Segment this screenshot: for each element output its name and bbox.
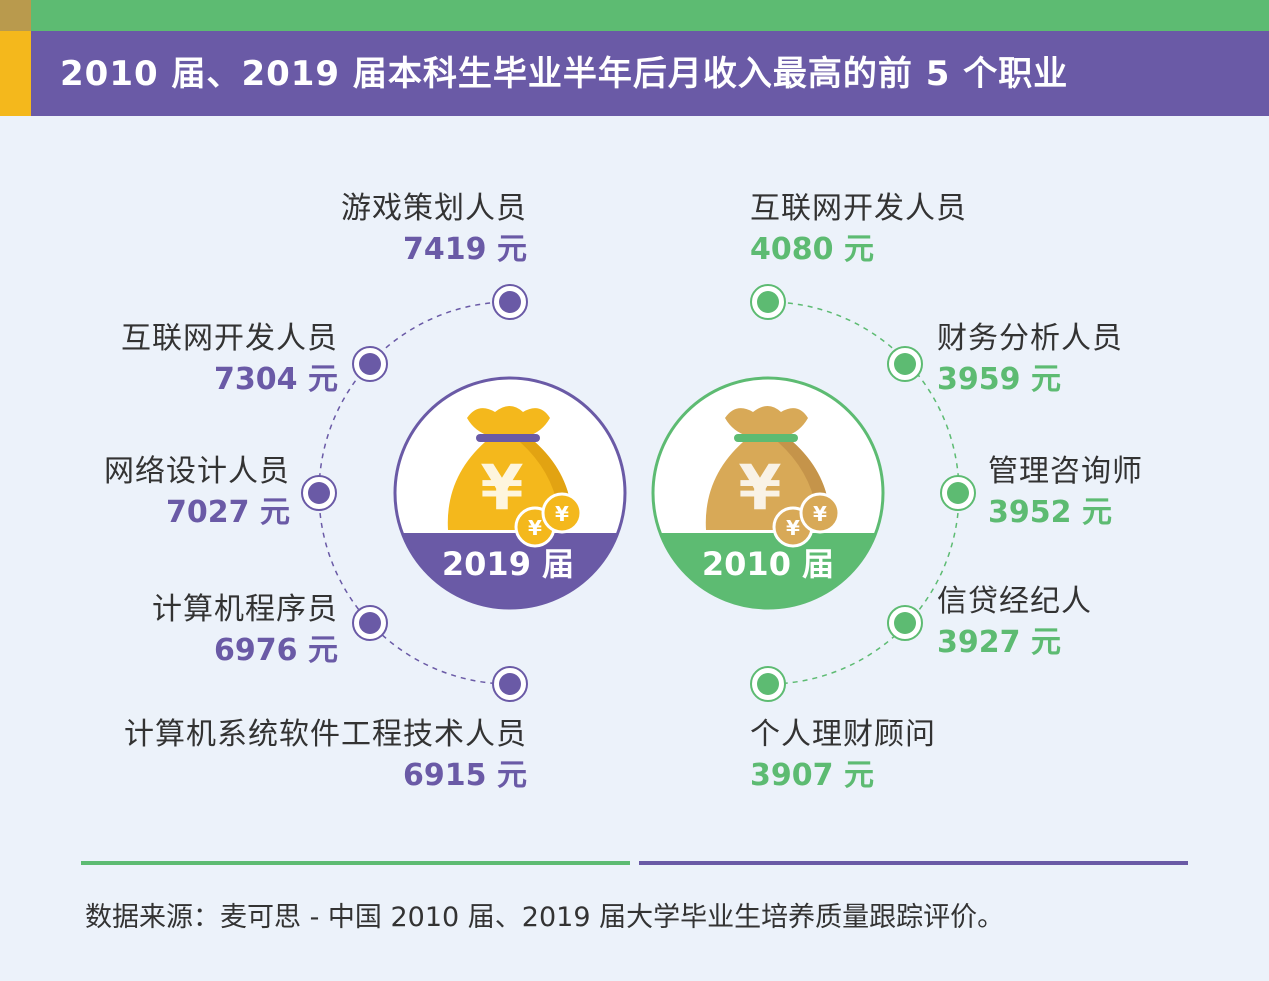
right-dashed-arc [767,301,960,685]
source-note: 数据来源：麦可思 - 中国 2010 届、2019 届大学毕业生培养质量跟踪评价… [85,902,1005,933]
divider-green [81,861,630,865]
occupation-2019-5: 计算机系统软件工程技术人员 6915 元 [124,715,527,797]
occupation-income: 7419 元 [403,232,527,267]
occupation-2010-4: 信贷经纪人 3927 元 [937,582,1092,664]
left-dot [492,666,528,702]
right-dot [887,346,923,382]
left-dot [352,346,388,382]
left-dot [492,284,528,320]
occupation-2010-3: 管理咨询师 3952 元 [988,452,1143,534]
money-bag-icon: ¥ ¥ ¥ [705,406,841,548]
top-accent-bar [0,0,1269,31]
occupation-income: 3907 元 [750,758,874,793]
occupation-2019-4: 计算机程序员 6976 元 [152,590,338,672]
occupation-name: 管理咨询师 [988,454,1143,489]
cohort-2010-badge: ¥ ¥ ¥ 2010 届 [651,376,885,610]
occupation-2010-1: 互联网开发人员 4080 元 [750,189,967,271]
page-title: 2010 届、2019 届本科生毕业半年后月收入最高的前 5 个职业 [60,54,1069,94]
occupation-name: 个人理财顾问 [750,717,936,752]
cohort-2010-label: 2010 届 [702,545,834,583]
occupation-name: 互联网开发人员 [121,321,338,356]
title-accent [0,31,31,116]
svg-text:¥: ¥ [813,502,827,526]
occupation-name: 互联网开发人员 [750,191,967,226]
money-bag-icon: ¥ ¥ ¥ [447,406,583,548]
cohort-2019-badge: ¥ ¥ ¥ 2019 届 [393,376,627,610]
left-dashed-arc [318,301,511,685]
svg-text:¥: ¥ [555,502,569,526]
cohort-2019-label: 2019 届 [442,545,574,583]
right-dot [750,666,786,702]
title-band [0,31,1269,116]
right-dot [887,605,923,641]
occupation-2010-2: 财务分析人员 3959 元 [937,319,1123,401]
svg-text:¥: ¥ [738,451,781,524]
occupation-2019-2: 互联网开发人员 7304 元 [121,319,338,401]
occupation-income: 3927 元 [937,625,1061,660]
occupation-name: 网络设计人员 [104,454,290,489]
occupation-income: 6976 元 [214,633,338,668]
occupation-income: 6915 元 [403,758,527,793]
occupation-name: 游戏策划人员 [341,191,527,226]
svg-text:¥: ¥ [786,516,800,540]
left-dot [352,605,388,641]
occupation-income: 3959 元 [937,362,1061,397]
svg-text:¥: ¥ [480,451,523,524]
occupation-name: 计算机程序员 [152,592,338,627]
occupation-2019-3: 网络设计人员 7027 元 [104,452,290,534]
occupation-income: 3952 元 [988,495,1112,530]
occupation-income: 7304 元 [214,362,338,397]
left-dot [301,475,337,511]
occupation-name: 计算机系统软件工程技术人员 [124,717,527,752]
occupation-income: 4080 元 [750,232,874,267]
top-corner-accent [0,0,31,31]
right-dot [940,475,976,511]
occupation-name: 财务分析人员 [937,321,1123,356]
occupation-2010-5: 个人理财顾问 3907 元 [750,715,936,797]
occupation-income: 7027 元 [166,495,290,530]
right-dot [750,284,786,320]
svg-text:¥: ¥ [528,516,542,540]
occupation-2019-1: 游戏策划人员 7419 元 [341,189,527,271]
occupation-name: 信贷经纪人 [937,584,1092,619]
divider-purple [639,861,1188,865]
